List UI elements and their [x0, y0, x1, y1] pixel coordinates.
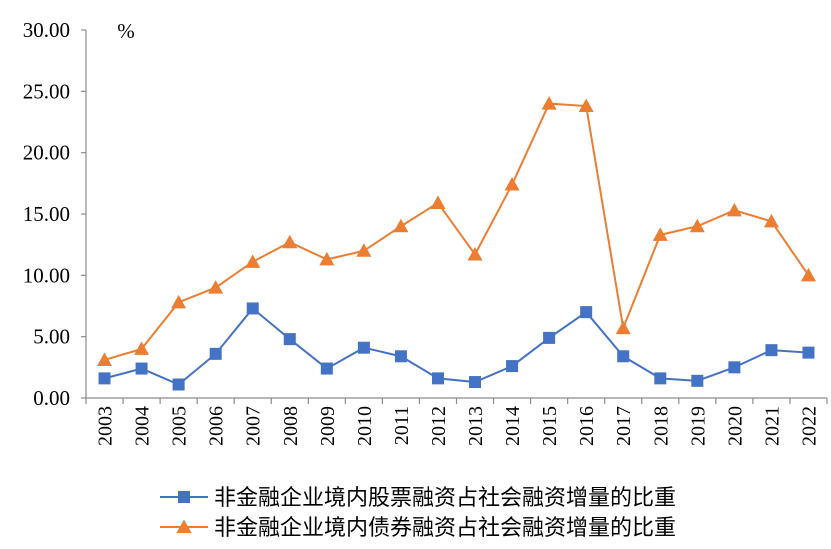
data-point: [543, 331, 556, 344]
data-point: [393, 218, 409, 233]
data-point: [320, 362, 333, 375]
data-point: [98, 372, 111, 385]
data-point: [208, 280, 224, 294]
x-tick-label: 2017: [613, 406, 635, 446]
series-1: [98, 302, 815, 391]
data-point: [246, 302, 259, 315]
x-tick-label: 2009: [317, 406, 339, 446]
x-tick-label: 2008: [280, 406, 302, 446]
data-point: [504, 177, 520, 191]
x-tick-label: 2010: [354, 406, 376, 446]
data-point: [802, 346, 815, 359]
x-tick-label: 2014: [502, 406, 524, 446]
x-tick-label: 2005: [169, 406, 191, 446]
x-tick-label: 2003: [95, 406, 117, 446]
data-point: [615, 320, 631, 335]
legend-square-marker: [178, 491, 190, 503]
data-point: [578, 98, 594, 113]
y-tick-label: 0.00: [33, 386, 70, 410]
data-point: [728, 361, 741, 374]
x-tick-label: 2019: [687, 406, 709, 446]
x-tick-label: 2021: [761, 406, 783, 446]
legend-triangle-marker: [176, 519, 192, 533]
y-tick-label: 30.00: [23, 18, 70, 42]
x-tick-label: 2007: [243, 406, 265, 446]
series-line: [104, 102, 810, 361]
data-point: [282, 234, 298, 249]
legend-label: 非金融企业境内股票融资占社会融资增量的比重: [214, 486, 676, 511]
data-point: [283, 333, 296, 346]
y-tick-labels: 0.00 5.00 10.00 15.00 20.00 25.00 30.00: [23, 18, 86, 410]
legend: 非金融企业境内股票融资占社会融资增量的比重非金融企业境内债券融资占社会融资增量的…: [160, 486, 676, 541]
data-point: [357, 341, 370, 354]
data-point: [431, 372, 444, 385]
data-point: [135, 362, 148, 375]
data-point: [134, 341, 150, 355]
x-tick-label: 2011: [391, 406, 413, 445]
x-tick-label: 2012: [428, 406, 450, 446]
data-point: [469, 376, 482, 389]
y-unit-label: %: [117, 19, 135, 43]
data-point: [765, 344, 778, 357]
data-point: [209, 347, 222, 360]
legend-item-2: 非金融企业境内债券融资占社会融资增量的比重: [160, 516, 676, 541]
x-tick-label: 2022: [798, 406, 820, 446]
data-point: [541, 96, 557, 110]
series-2: [97, 96, 816, 366]
x-tick-label: 2015: [539, 406, 561, 446]
data-point: [430, 195, 446, 209]
data-point: [506, 360, 519, 373]
data-point: [245, 254, 261, 268]
x-tick-label: 2018: [650, 406, 672, 446]
data-point: [467, 246, 483, 261]
data-point: [689, 218, 705, 233]
data-point: [691, 374, 704, 387]
x-tick-label: 2004: [132, 406, 154, 446]
data-point: [356, 243, 372, 257]
y-tick-label: 5.00: [33, 325, 70, 349]
y-tick-label: 25.00: [23, 79, 70, 103]
series-line: [104, 307, 809, 386]
data-point: [617, 350, 630, 363]
data-point: [580, 306, 593, 319]
x-tick-label: 2013: [465, 406, 487, 446]
data-point: [172, 378, 185, 391]
data-point: [171, 294, 187, 309]
data-point: [763, 213, 779, 228]
y-tick-label: 20.00: [23, 141, 70, 165]
x-tick-label: 2016: [576, 406, 598, 446]
x-tick-label: 2006: [206, 406, 228, 446]
data-point: [394, 350, 407, 363]
data-point: [97, 352, 113, 366]
legend-item-1: 非金融企业境内股票融资占社会融资增量的比重: [160, 486, 676, 511]
y-tick-label: 10.00: [23, 263, 70, 287]
series-layer: [97, 96, 816, 391]
x-tick-labels: 2003 2004 2005 2006 2007 2008 2009 2010 2011 2012…: [85, 398, 828, 446]
legend-label: 非金融企业境内债券融资占社会融资增量的比重: [214, 516, 676, 541]
data-point: [319, 251, 335, 266]
data-point: [726, 202, 742, 217]
x-tick-label: 2020: [724, 406, 746, 446]
data-point: [654, 372, 667, 385]
data-point: [652, 227, 668, 241]
y-tick-label: 15.00: [23, 202, 70, 226]
data-point: [800, 267, 816, 282]
